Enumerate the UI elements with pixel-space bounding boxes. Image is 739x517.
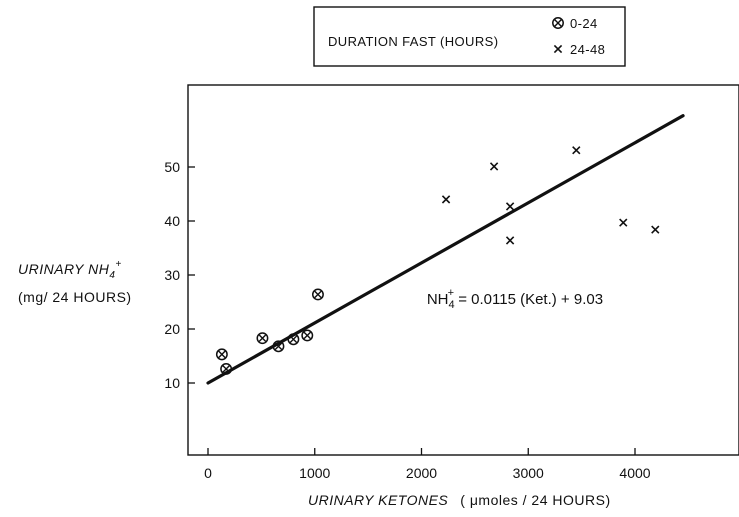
data-point-s1-6 [651,225,660,234]
y-tick-label-50: 50 [164,159,180,175]
data-point-s0-6 [312,288,324,301]
x-tick-label-1000: 1000 [299,465,330,481]
data-points [215,146,660,375]
legend-marker-circle-x [552,17,564,29]
data-point-s0-3 [272,340,285,353]
y-tick-label-30: 30 [164,267,180,283]
x-axis-label: URINARY KETONES ( μmoles / 24 HOURS) [308,492,611,508]
legend-marker-x [553,44,563,54]
x-tick-label-2000: 2000 [406,465,437,481]
data-point-s0-1 [220,363,233,375]
legend-title: DURATION FAST (HOURS) [328,34,498,49]
equation-sub: 4 [449,299,455,311]
x-tick-label-3000: 3000 [513,465,544,481]
regression-equation: NH4+ = 0.0115 (Ket.) + 9.03 [427,287,603,311]
y-axis-label-line1: URINARY NH4+ [18,259,122,281]
y-axis-label-line2: (mg/ 24 HOURS) [18,289,132,305]
y-axis: 10 20 30 40 50 [164,159,195,391]
x-axis: 0 1000 2000 3000 4000 [204,448,651,481]
data-point-s0-4 [287,333,300,346]
data-point-s1-0 [441,195,451,204]
x-axis-label-main: URINARY KETONES [308,492,448,508]
y-tick-label-10: 10 [164,375,180,391]
regression-line [206,114,685,385]
legend-label-0-24: 0-24 [570,16,598,31]
x-axis-label-unit-prefix: ( μ [460,492,478,508]
legend-marker-glyph-circle-x [552,17,564,29]
data-point-s1-1 [489,162,499,171]
y-axis-label-sup: + [115,259,121,270]
y-axis-label-sub: 4 [109,270,115,281]
data-point-s1-5 [619,218,628,227]
data-point-s0-5 [301,329,314,342]
legend: DURATION FAST (HOURS) 0-24 24-48 [313,6,626,67]
x-tick-label-0: 0 [204,465,212,481]
legend-label-24-48: 24-48 [570,42,605,57]
legend-frame [313,6,626,67]
plot-area [187,84,739,456]
y-axis-label: URINARY NH4+ (mg/ 24 HOURS) [18,259,132,305]
data-point-s0-2 [256,332,269,345]
equation-sup: + [448,287,454,299]
y-tick-label-20: 20 [164,321,180,337]
x-axis-label-unit-rest: moles / 24 HOURS) [478,492,610,508]
data-point-s1-3 [505,236,515,245]
legend-marker-glyph-x [553,44,563,54]
y-tick-label-40: 40 [164,213,180,229]
data-point-s1-2 [505,202,515,211]
equation-rest: = 0.0115 (Ket.) + 9.03 [454,291,603,308]
data-point-s0-0 [215,348,228,361]
data-point-s1-4 [572,146,581,155]
x-tick-label-4000: 4000 [619,465,650,481]
